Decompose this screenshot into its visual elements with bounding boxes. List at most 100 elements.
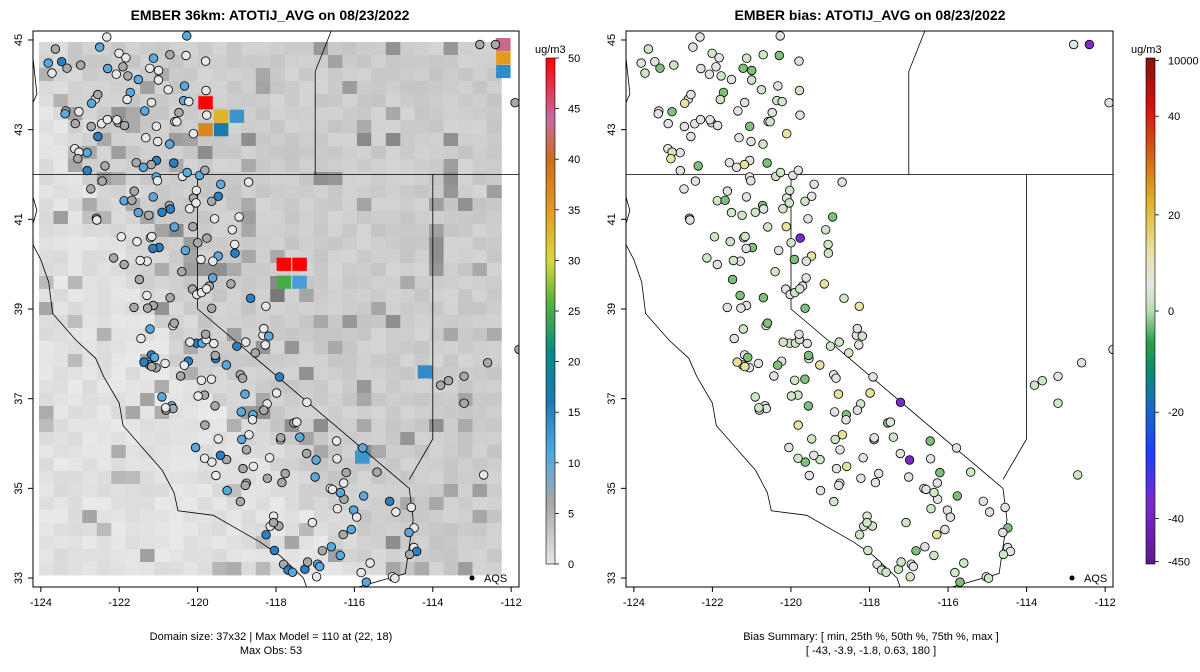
- left-station-point: [332, 504, 343, 514]
- left-grid-cell: [169, 484, 184, 498]
- left-grid-cell: [226, 484, 242, 498]
- left-station-point: [359, 491, 369, 501]
- right-station-point: [747, 65, 757, 76]
- left-grid-cell: [443, 107, 459, 121]
- left-grid-cell: [299, 172, 314, 186]
- left-grid-cell: [400, 42, 416, 56]
- left-station-point: [169, 158, 179, 168]
- left-grid-cell: [313, 367, 329, 381]
- left-hotspot-cell: [213, 109, 229, 123]
- left-grid-cell: [284, 315, 300, 329]
- left-grid-cell: [39, 133, 54, 147]
- left-grid-cell: [429, 172, 444, 186]
- left-grid-cell: [486, 536, 502, 550]
- left-station-point: [235, 496, 246, 507]
- left-grid-cell: [67, 523, 83, 537]
- left-grid-cell: [67, 549, 83, 563]
- left-grid-cell: [140, 146, 155, 160]
- right-station-point: [925, 436, 935, 446]
- left-grid-cell: [53, 172, 69, 186]
- left-grid-cell: [154, 146, 170, 160]
- left-grid-cell: [458, 315, 473, 329]
- left-station-point: [193, 238, 203, 248]
- left-grid-cell: [183, 211, 199, 225]
- right-station-point: [750, 207, 761, 218]
- left-grid-cell: [96, 224, 112, 238]
- left-grid-cell: [53, 393, 69, 407]
- left-grid-cell: [53, 406, 69, 420]
- left-grid-cell: [169, 250, 184, 264]
- left-grid-cell: [356, 224, 372, 238]
- left-station-point: [146, 159, 156, 170]
- left-grid-cell: [67, 172, 83, 186]
- left-grid-cell: [313, 393, 329, 407]
- left-grid-cell: [472, 211, 488, 225]
- left-grid-cell: [458, 133, 473, 147]
- left-grid-cell: [400, 289, 416, 303]
- left-station-point: [153, 75, 164, 85]
- left-station-point: [287, 567, 298, 578]
- left-grid-cell: [429, 510, 444, 524]
- left-grid-cell: [313, 536, 329, 550]
- left-grid-cell: [67, 484, 83, 498]
- left-grid-cell: [371, 211, 387, 225]
- left-coastline: [33, 56, 307, 587]
- left-grid-cell: [400, 367, 416, 381]
- left-grid-cell: [241, 55, 257, 69]
- left-station-point: [86, 98, 97, 109]
- left-grid-cell: [414, 536, 430, 550]
- left-grid-cell: [255, 94, 271, 108]
- right-station-point: [904, 455, 915, 465]
- left-grid-cell: [284, 445, 300, 459]
- right-legend: AQS: [1069, 573, 1107, 585]
- left-grid-cell: [197, 146, 213, 160]
- left-grid-cell: [67, 562, 83, 576]
- left-footer-line2: Max Obs: 53: [240, 645, 302, 657]
- right-station-point: [823, 239, 833, 250]
- left-grid-cell: [154, 523, 170, 537]
- left-grid-cell: [429, 549, 444, 563]
- left-grid-cell: [472, 497, 488, 511]
- right-station-point: [827, 212, 838, 222]
- left-grid-cell: [67, 510, 83, 524]
- right-station-point: [716, 71, 726, 81]
- left-grid-cell: [39, 393, 54, 407]
- right-station-point: [663, 118, 673, 129]
- right-station-point: [998, 527, 1008, 538]
- left-grid-cell: [385, 107, 401, 121]
- right-chart: EMBER bias: ATOTIJ_AVG on 08/23/2022 -12…: [606, 7, 1199, 657]
- left-grid-cell: [212, 94, 228, 108]
- left-grid-cell: [400, 315, 416, 329]
- right-coastline: [626, 56, 901, 587]
- left-hotspot-cell: [292, 275, 307, 289]
- left-grid-cell: [342, 185, 358, 199]
- left-grid-cell: [212, 302, 228, 316]
- left-grid-cell: [429, 523, 444, 537]
- left-grid-cell: [414, 224, 430, 238]
- left-grid-cell: [486, 120, 502, 134]
- left-grid-cell: [429, 107, 444, 121]
- left-grid-cell: [472, 523, 488, 537]
- right-y-tick-label: 37: [606, 393, 618, 405]
- right-station-point: [762, 318, 773, 328]
- left-grid-cell: [226, 419, 242, 433]
- left-grid-cell: [96, 562, 112, 576]
- left-grid-cell: [371, 510, 387, 524]
- left-grid-cell: [111, 432, 127, 446]
- left-grid-cell: [67, 276, 83, 290]
- right-station-point: [815, 360, 825, 370]
- right-station-point: [679, 184, 689, 194]
- left-grid-cell: [226, 562, 242, 576]
- right-station-point: [895, 397, 906, 408]
- right-station-point: [803, 401, 814, 411]
- left-grid-cell: [255, 133, 271, 147]
- left-grid-cell: [111, 81, 127, 95]
- left-station-point: [193, 391, 203, 401]
- left-grid-cell: [313, 445, 329, 459]
- left-grid-cell: [443, 445, 459, 459]
- left-grid-cell: [111, 315, 127, 329]
- left-grid-cell: [486, 146, 502, 160]
- left-y-tick-label: 41: [13, 213, 25, 225]
- left-grid-cell: [255, 263, 271, 277]
- left-station-point: [222, 485, 232, 496]
